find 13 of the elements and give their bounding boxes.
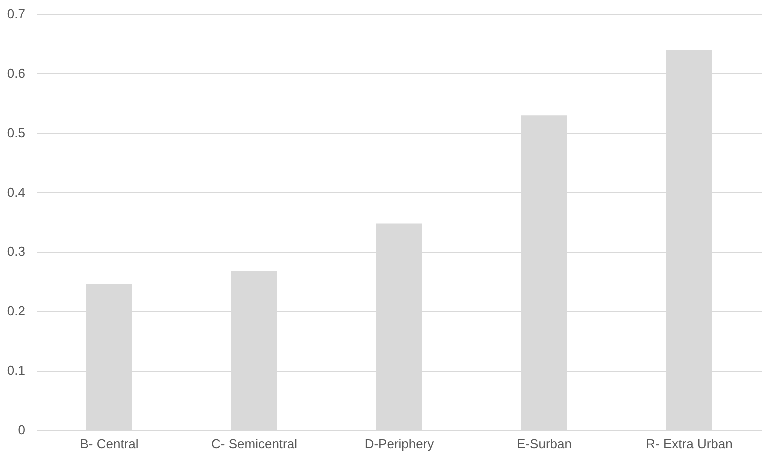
x-tick-label: C- Semicentral [212, 436, 298, 452]
x-tick-label: E-Surban [517, 436, 572, 452]
y-tick-label: 0.7 [7, 6, 26, 22]
x-tick-label: B- Central [80, 436, 139, 452]
y-tick-label: 0.2 [7, 304, 26, 319]
y-tick-label: 0 [18, 422, 26, 438]
x-tick-label: D-Periphery [364, 436, 435, 452]
y-tick-label: 0.5 [7, 125, 26, 140]
x-tick-label: R- Extra Urban [646, 436, 733, 452]
y-tick-label: 0.1 [7, 363, 26, 378]
y-tick-label: 0.3 [7, 244, 26, 260]
y-tick-label: 0.6 [7, 66, 26, 81]
y-tick-label: 0.4 [7, 184, 26, 200]
